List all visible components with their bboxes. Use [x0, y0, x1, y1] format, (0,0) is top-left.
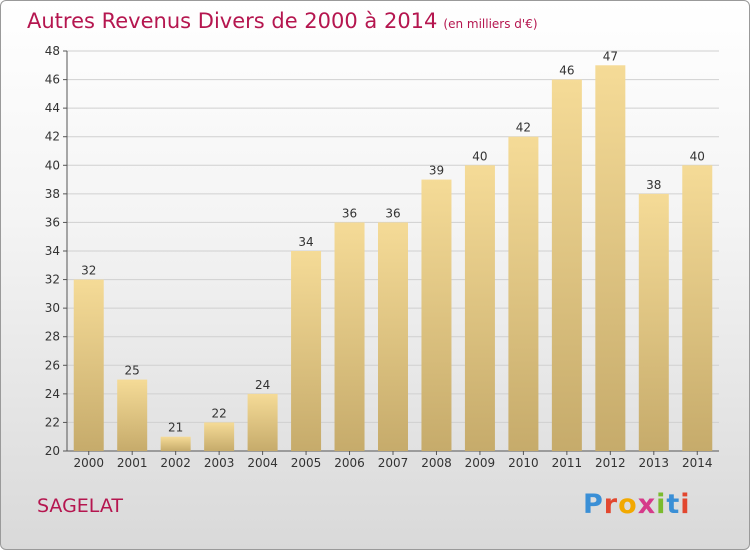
y-tick-label: 20: [45, 444, 60, 458]
data-label-2008: 39: [429, 164, 444, 178]
bar-2012: [595, 65, 626, 452]
y-tick-label: 26: [45, 358, 60, 372]
data-label-2006: 36: [342, 206, 357, 220]
bar-2008: [421, 179, 452, 452]
x-tick-label-2014: 2014: [682, 456, 713, 470]
y-tick-label: 42: [45, 130, 60, 144]
bar-2007: [378, 222, 408, 451]
place-name: SAGELAT: [37, 495, 123, 517]
bar-2001: [117, 379, 148, 451]
x-tick-label-2003: 2003: [204, 456, 235, 470]
y-tick-label: 30: [45, 301, 60, 315]
bar-2003: [204, 422, 235, 451]
data-label-2010: 42: [516, 121, 531, 135]
data-label-2000: 32: [81, 264, 96, 278]
bar-2013: [638, 193, 669, 451]
y-tick-label: 36: [45, 215, 60, 229]
data-labels: 32 25 21 22 24 34 36 36 39 40 42 46 47 38 40: [81, 49, 705, 434]
x-tick-label-2013: 2013: [639, 456, 670, 470]
x-tick-label-2007: 2007: [378, 456, 409, 470]
y-tick-label: 40: [45, 158, 60, 172]
data-label-2001: 25: [125, 364, 140, 378]
x-tick-label-2008: 2008: [421, 456, 452, 470]
x-tick-label-2010: 2010: [508, 456, 539, 470]
bar-2002: [160, 436, 191, 451]
y-tick-label: 48: [45, 44, 60, 58]
bar-2000: [73, 279, 104, 451]
bar-2006: [334, 222, 365, 451]
y-tick-label: 24: [45, 387, 60, 401]
proxiti-logo[interactable]: Proxiti: [583, 489, 691, 520]
x-tick-label-2001: 2001: [117, 456, 148, 470]
data-label-2003: 22: [211, 406, 226, 420]
x-tick-label-2009: 2009: [465, 456, 496, 470]
chart-title-text: Autres Revenus Divers de 2000 à 2014: [27, 9, 438, 33]
x-tick-label-2011: 2011: [552, 456, 583, 470]
y-tick-label: 46: [45, 73, 60, 87]
x-tick-label-2012: 2012: [595, 456, 626, 470]
data-label-2002: 21: [168, 421, 183, 435]
bar-2010: [508, 136, 539, 451]
y-tick-label: 32: [45, 273, 60, 287]
y-tick-label: 44: [45, 101, 60, 115]
data-label-2005: 34: [298, 235, 313, 249]
bar-2014: [682, 165, 713, 452]
bars: [73, 65, 713, 452]
data-label-2012: 47: [603, 49, 618, 63]
x-tick-label-2000: 2000: [73, 456, 104, 470]
chart-unit: (en milliers d'€): [443, 17, 538, 31]
x-tick-label-2004: 2004: [247, 456, 278, 470]
data-label-2004: 24: [255, 378, 270, 392]
data-label-2014: 40: [690, 149, 705, 163]
chart-title: Autres Revenus Divers de 2000 à 2014 (en …: [27, 9, 538, 33]
bar-2009: [464, 165, 495, 452]
x-tick-label-2006: 2006: [334, 456, 365, 470]
data-label-2011: 46: [559, 64, 574, 78]
bar-2004: [247, 393, 278, 451]
y-tick-label: 22: [45, 415, 60, 429]
y-tick-label: 38: [45, 187, 60, 201]
y-tick-label: 34: [45, 244, 60, 258]
y-tick-label: 28: [45, 330, 60, 344]
data-label-2013: 38: [646, 178, 661, 192]
data-label-2009: 40: [472, 149, 487, 163]
bar-2005: [291, 251, 322, 451]
x-tick-label-2002: 2002: [160, 456, 191, 470]
x-tick-label-2005: 2005: [291, 456, 322, 470]
bar-2011: [551, 79, 582, 452]
data-label-2007: 36: [385, 206, 400, 220]
